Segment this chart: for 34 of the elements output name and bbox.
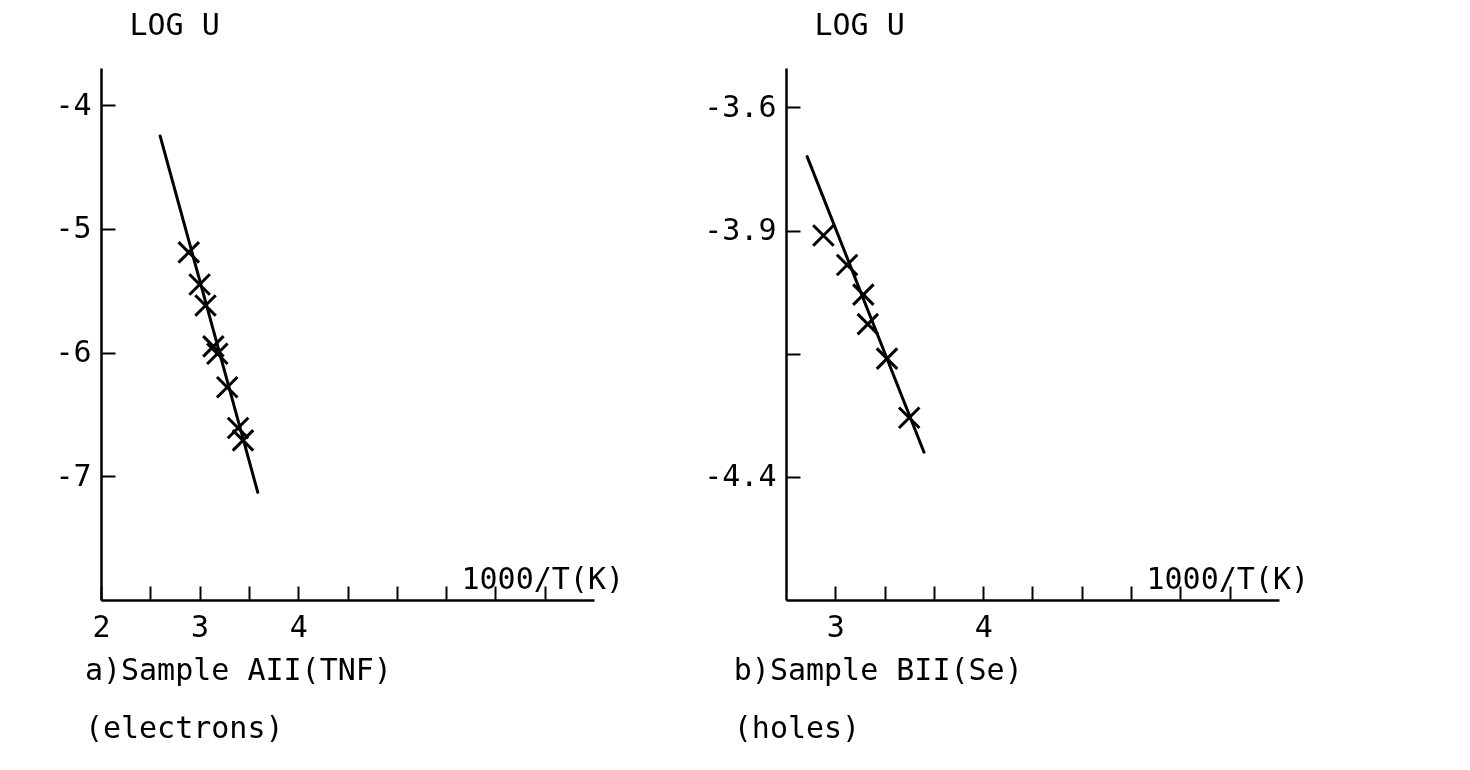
y-tick-label: -7: [55, 457, 92, 493]
point: [856, 312, 880, 336]
y-tick-label: -6: [55, 334, 92, 370]
point: [205, 342, 230, 366]
y-axis-title: LOG U: [129, 6, 220, 42]
y-axis-title: LOG U: [814, 6, 905, 42]
x-tick-label: 2: [92, 608, 111, 644]
point: [231, 428, 255, 453]
y-tick-label: -3.6: [704, 88, 777, 124]
x-tick-label: 4: [289, 608, 308, 644]
point: [851, 282, 876, 307]
y-tick-label: -4.4: [704, 458, 777, 494]
point: [811, 223, 836, 248]
text: b)Sample BII(Se): [733, 652, 1023, 687]
y-tick-label: -4: [55, 86, 92, 122]
text: a)Sample AII(TNF): [84, 652, 392, 687]
point: [835, 253, 859, 277]
y-tick-label: -5: [55, 210, 92, 246]
y-tick-label: -3.9: [704, 212, 777, 248]
text: (electrons): [84, 710, 284, 745]
point: [897, 405, 921, 430]
point: [177, 240, 201, 265]
x-tick-label: 4: [974, 608, 993, 644]
x-tick-label: 3: [826, 608, 845, 644]
x-axis-title: 1000/T(K): [1146, 560, 1310, 596]
point: [201, 334, 226, 359]
text: (holes): [733, 710, 861, 745]
point: [875, 346, 899, 371]
x-axis-title: 1000/T(K): [461, 560, 625, 596]
point: [215, 375, 239, 399]
point: [193, 293, 218, 318]
point: [187, 272, 212, 297]
point: [226, 416, 250, 440]
x-tick-label: 3: [191, 608, 210, 644]
